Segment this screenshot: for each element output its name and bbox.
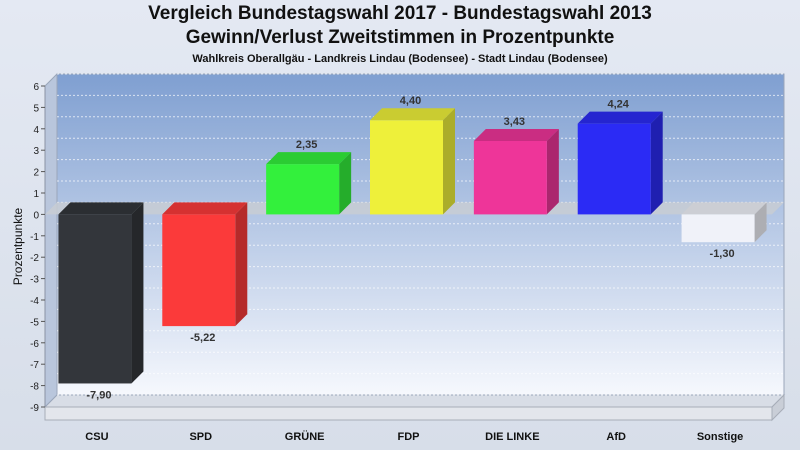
y-tick-label: -6: [30, 339, 39, 350]
y-tick-label: -2: [30, 253, 39, 264]
x-tick-label: SPD: [189, 431, 212, 443]
bar-side: [235, 202, 248, 327]
x-tick-label: FDP: [398, 431, 420, 443]
plot-base-side: [771, 393, 785, 422]
y-axis-label: Prozentpunkte: [11, 207, 25, 285]
y-tick-label: 2: [33, 168, 39, 179]
y-tick-label: -7: [30, 360, 39, 371]
value-label: -1,30: [710, 248, 735, 260]
bar-top: [162, 202, 248, 215]
bar-top: [266, 152, 352, 165]
bar-top: [370, 108, 455, 121]
bar-side: [131, 202, 144, 384]
bar-side: [650, 111, 663, 215]
y-tick-label: 3: [33, 146, 39, 157]
bar-top: [681, 202, 767, 215]
y-tick-label: 0: [33, 210, 39, 221]
plot-floor: [43, 394, 786, 408]
x-tick-label: Sonstige: [697, 431, 743, 443]
y-tick-label: -9: [30, 403, 39, 414]
bar-side: [443, 108, 455, 215]
bar-side: [754, 202, 767, 243]
y-tick-label: 1: [33, 189, 39, 200]
bar-top: [473, 128, 559, 141]
bar-front: [473, 140, 547, 215]
bar-side: [339, 152, 352, 215]
bar-csu: [58, 202, 144, 384]
x-tick-label: AfD: [606, 431, 626, 443]
plot-base: [44, 406, 773, 421]
bar-spd: [162, 202, 248, 327]
bar-sonstige: [681, 202, 767, 243]
value-label: 4,40: [400, 95, 421, 107]
bar-side: [546, 128, 559, 215]
bar-front: [681, 214, 755, 243]
y-tick-label: -5: [30, 317, 39, 328]
bar-front: [58, 214, 132, 384]
bar-top: [577, 111, 663, 124]
plot-side-wall: [44, 72, 58, 409]
bar-afd: [577, 111, 663, 215]
y-tick-label: -8: [30, 382, 39, 393]
bar-front: [577, 123, 651, 215]
chart-subtitle-region: Wahlkreis Oberallgäu - Landkreis Lindau …: [192, 53, 608, 65]
x-tick-label: DIE LINKE: [485, 431, 539, 443]
value-label: 4,24: [608, 99, 630, 111]
bar-fdp: [370, 108, 455, 215]
y-tick-label: -4: [30, 296, 39, 307]
y-tick-label: -3: [30, 275, 39, 286]
value-label: -7,90: [86, 389, 111, 401]
y-tick-label: 6: [33, 82, 39, 93]
bar-front: [370, 120, 443, 215]
bar-die-linke: [473, 128, 559, 215]
value-label: -5,22: [190, 332, 215, 344]
chart-title: Vergleich Bundestagswahl 2017 - Bundesta…: [148, 3, 652, 24]
value-label: 2,35: [296, 139, 317, 151]
bar-front: [266, 164, 340, 215]
bar-top: [58, 202, 144, 215]
y-tick-label: -1: [30, 232, 39, 243]
bar-front: [162, 214, 236, 327]
value-label: 3,43: [504, 116, 525, 128]
x-tick-label: CSU: [85, 431, 108, 443]
bar-grüne: [266, 152, 352, 215]
y-tick-label: 5: [33, 103, 39, 114]
y-tick-label: 4: [33, 125, 39, 136]
chart-subtitle: Gewinn/Verlust Zweitstimmen in Prozentpu…: [185, 27, 615, 48]
x-tick-label: GRÜNE: [285, 430, 325, 443]
